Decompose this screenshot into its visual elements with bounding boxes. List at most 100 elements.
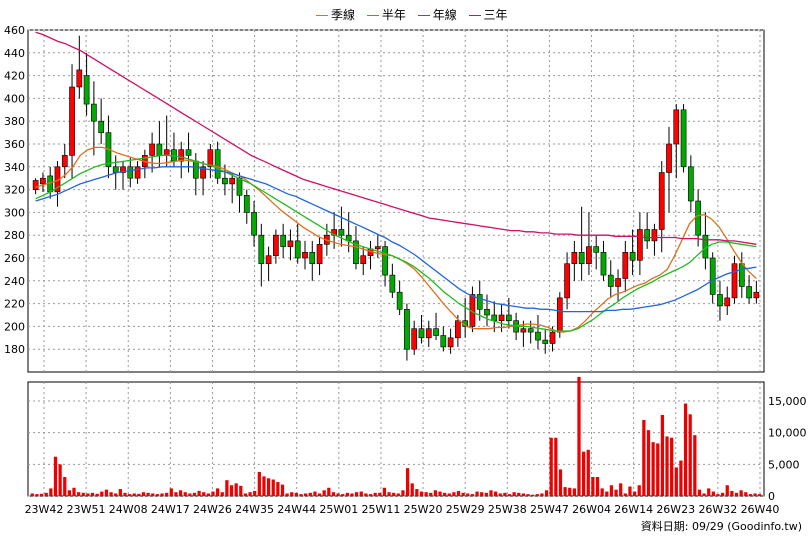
candle-body [637,229,643,261]
price-tick-label: 300 [4,206,25,219]
candle-body [593,246,600,253]
volume-bar [521,493,526,496]
volume-bar [753,493,757,496]
candle-body [61,155,68,168]
candle-body [527,328,534,333]
volume-bar [415,489,419,496]
volume-bar [586,449,590,496]
x-tick-label: 26W40 [741,503,780,516]
candle-body [753,291,760,299]
volume-tick-label: 15,000 [768,395,807,408]
legend-swatch-year [417,15,430,16]
candle-body [382,246,388,276]
volume-bar [266,478,271,496]
volume-bar [225,480,229,496]
legend-item-quarter: 季線 [316,6,355,23]
volume-bar [285,493,289,496]
volume-bar [447,493,451,496]
volume-bar [382,487,387,496]
candle-body [549,331,556,344]
price-tick-label: 320 [4,184,25,197]
legend-item-half: 半年 [366,6,406,23]
volume-bar [623,493,627,496]
volume-bar [429,492,433,496]
candle-body [396,291,403,310]
volume-bar [549,437,553,496]
volume-bar [503,492,507,496]
price-tick-label: 260 [4,252,25,265]
volume-bar [35,494,39,496]
candle-body [476,294,483,310]
candle-body [738,263,745,287]
candle-body [258,234,265,264]
volume-bar [554,437,558,496]
candle-body [316,244,323,265]
volume-bar [405,468,410,496]
candle-body [280,234,287,247]
volume-bar [688,414,692,496]
volume-bar [517,492,521,496]
candle-body [134,166,141,179]
volume-bar [378,492,382,496]
volume-bar [137,493,141,496]
candle-body [222,177,228,185]
volume-bar [253,490,257,496]
legend-swatch-3y [468,15,481,16]
volume-bar [317,493,322,496]
volume-bar [711,491,715,496]
volume-bar [651,442,655,496]
volume-bar [660,414,665,496]
volume-bar [600,488,604,496]
candle-body [447,337,454,348]
x-tick-label: 25W47 [530,503,569,516]
candle-body [309,252,316,265]
candle-body [411,328,418,350]
candle-body [69,86,75,156]
volume-bar [480,492,484,496]
price-tick-label: 220 [4,298,25,311]
price-tick-label: 420 [4,70,25,83]
volume-bar [401,490,405,496]
candle-body [353,240,359,264]
price-tick-label: 240 [4,275,25,288]
candle-body [607,274,614,287]
legend-label-half: 半年 [381,8,406,22]
legend-label-quarter: 季線 [331,8,356,22]
price-tick-label: 180 [4,343,25,356]
volume-bar [540,493,544,496]
candle-body [658,172,665,230]
volume-bar [345,492,349,496]
volume-bar [438,491,442,496]
volume-bar [466,493,470,496]
candle-body [207,149,214,168]
volume-bar [67,490,72,496]
volume-bar [359,491,363,496]
volume-bar [392,492,396,496]
volume-bar [308,492,312,496]
candle-body [520,328,527,333]
volume-bar [364,493,368,496]
candle-body [484,308,490,316]
volume-bar [665,436,669,496]
candle-body [404,308,410,350]
volume-bar [280,484,285,496]
volume-bar [30,493,34,496]
candle-body [360,255,367,265]
volume-bar [169,488,173,496]
volume-tick-label: 5,000 [768,458,800,471]
volume-bar [739,490,743,496]
candle-body [615,278,621,287]
candle-body [717,294,723,307]
volume-bar [174,492,178,496]
candle-body [192,160,199,179]
volume-bar [646,430,651,496]
volume-bar [484,492,488,496]
candle-body [163,149,170,156]
volume-bar [373,492,377,496]
candle-body [542,339,549,344]
volume-bar [544,490,549,496]
volume-bar [419,491,424,496]
volume-bar [526,494,530,496]
volume-bar [456,490,461,496]
legend-swatch-quarter [316,15,328,16]
